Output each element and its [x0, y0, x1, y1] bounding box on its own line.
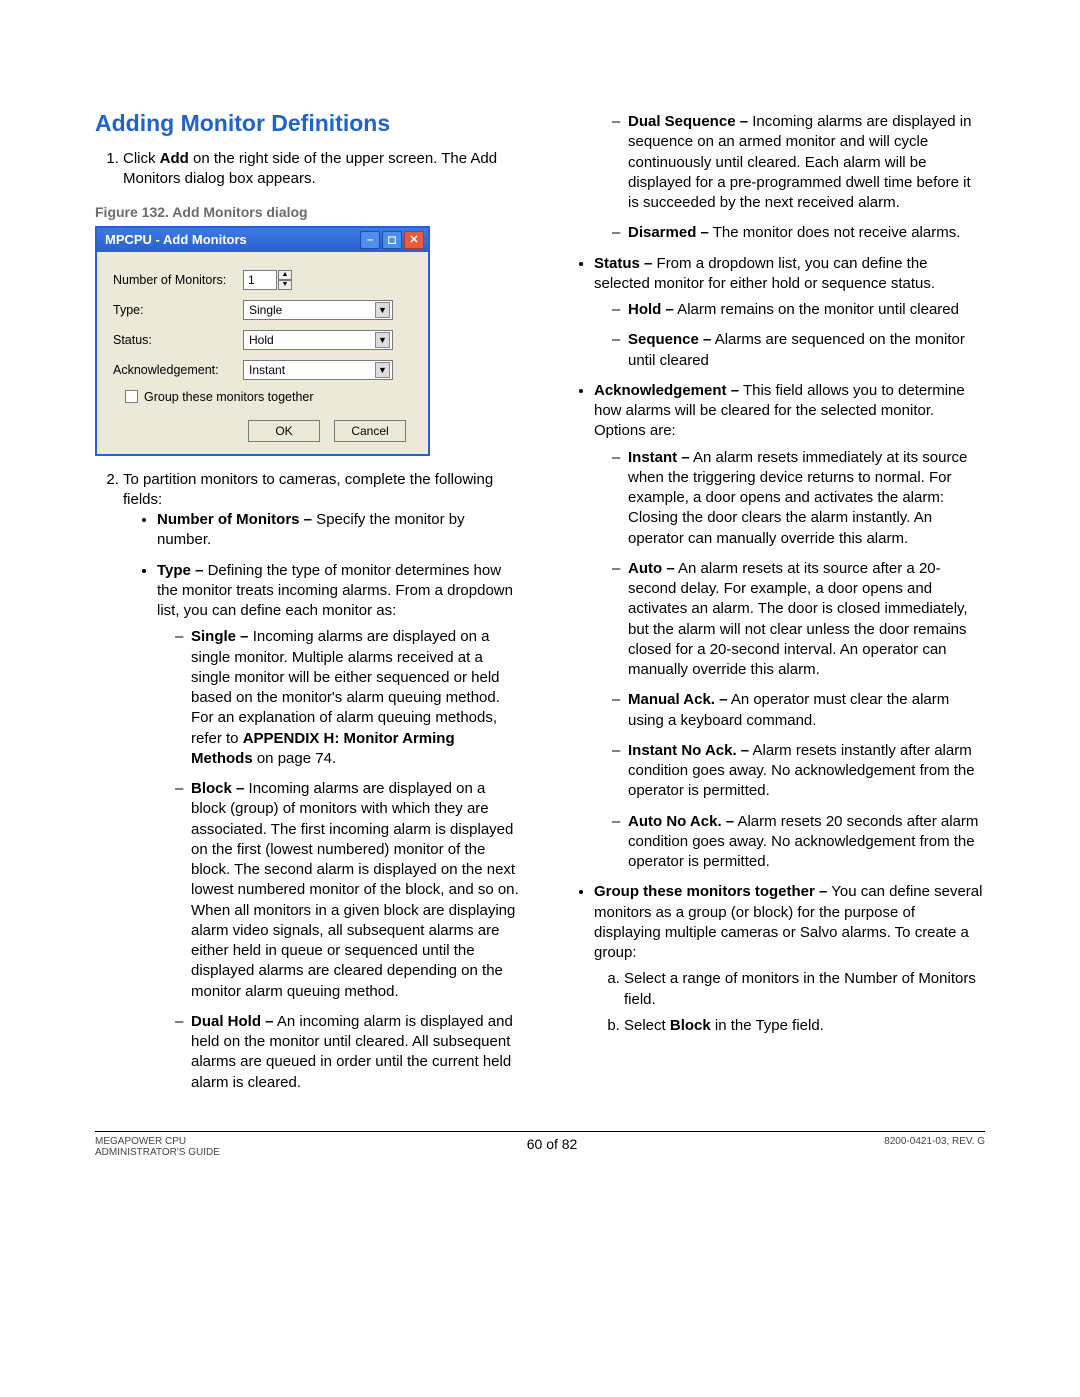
ok-button[interactable]: OK [248, 420, 320, 442]
bullet-status: Status – From a dropdown list, you can d… [594, 254, 985, 371]
figure-caption: Figure 132. Add Monitors dialog [95, 204, 520, 220]
left-column: Adding Monitor Definitions Click Add on … [95, 110, 520, 1107]
cancel-button[interactable]: Cancel [334, 420, 406, 442]
right-column: Dual Sequence – Incoming alarms are disp… [560, 110, 985, 1107]
step-2: To partition monitors to cameras, comple… [123, 470, 520, 1093]
status-select[interactable]: Hold ▼ [243, 330, 393, 350]
ack-select[interactable]: Instant ▼ [243, 360, 393, 380]
sub-hold: Hold – Alarm remains on the monitor unti… [612, 300, 985, 320]
spin-up-icon[interactable]: ▲ [278, 270, 292, 280]
close-icon[interactable]: ✕ [404, 231, 424, 249]
numbered-steps-2: To partition monitors to cameras, comple… [95, 470, 520, 1093]
label-status: Status: [113, 333, 243, 347]
sub-sequence: Sequence – Alarms are sequenced on the m… [612, 330, 985, 371]
dropdown-arrow-icon[interactable]: ▼ [375, 302, 390, 318]
sub-manual-ack: Manual Ack. – An operator must clear the… [612, 690, 985, 731]
label-number-of-monitors: Number of Monitors: [113, 273, 243, 287]
sub-single: Single – Incoming alarms are displayed o… [175, 627, 520, 769]
add-monitors-dialog: MPCPU - Add Monitors – ◻ ✕ Number of Mon… [95, 226, 430, 456]
sub-auto-no-ack: Auto No Ack. – Alarm resets 20 seconds a… [612, 812, 985, 873]
page: Adding Monitor Definitions Click Add on … [0, 0, 1080, 1198]
label-type: Type: [113, 303, 243, 317]
type-select[interactable]: Single ▼ [243, 300, 393, 320]
sub-disarmed: Disarmed – The monitor does not receive … [612, 223, 985, 243]
ack-value: Instant [249, 363, 285, 377]
minimize-icon[interactable]: – [360, 231, 380, 249]
step-b: Select Block in the Type field. [624, 1016, 985, 1036]
sub-instant: Instant – An alarm resets immediately at… [612, 448, 985, 549]
step-1: Click Add on the right side of the upper… [123, 149, 520, 190]
dialog-titlebar: MPCPU - Add Monitors – ◻ ✕ [97, 228, 428, 252]
status-value: Hold [249, 333, 274, 347]
page-footer: MEGAPOWER CPU ADMINISTRATOR'S GUIDE 60 o… [95, 1131, 985, 1158]
sub-auto: Auto – An alarm resets at its source aft… [612, 559, 985, 681]
number-of-monitors-value[interactable]: 1 [243, 270, 277, 290]
maximize-icon[interactable]: ◻ [382, 231, 402, 249]
bullet-ack: Acknowledgement – This field allows you … [594, 381, 985, 873]
dropdown-arrow-icon[interactable]: ▼ [375, 332, 390, 348]
group-checkbox-label: Group these monitors together [144, 390, 314, 404]
type-value: Single [249, 303, 282, 317]
step-a: Select a range of monitors in the Number… [624, 969, 985, 1010]
number-of-monitors-spinner[interactable]: 1 ▲ ▼ [243, 270, 292, 290]
bullet-type: Type – Defining the type of monitor dete… [157, 561, 520, 1093]
section-heading: Adding Monitor Definitions [95, 110, 520, 137]
sub-dual-sequence: Dual Sequence – Incoming alarms are disp… [612, 112, 985, 213]
bullet-number-of-monitors: Number of Monitors – Specify the monitor… [157, 510, 520, 551]
sub-block: Block – Incoming alarms are displayed on… [175, 779, 520, 1002]
footer-left: MEGAPOWER CPU ADMINISTRATOR'S GUIDE [95, 1136, 220, 1158]
footer-page-number: 60 of 82 [527, 1136, 578, 1152]
dialog-title: MPCPU - Add Monitors [105, 232, 247, 247]
sub-instant-no-ack: Instant No Ack. – Alarm resets instantly… [612, 741, 985, 802]
bullet-group: Group these monitors together – You can … [594, 882, 985, 1036]
label-ack: Acknowledgement: [113, 363, 243, 377]
spin-down-icon[interactable]: ▼ [278, 280, 292, 290]
sub-dual-hold: Dual Hold – An incoming alarm is display… [175, 1012, 520, 1093]
group-checkbox[interactable] [125, 390, 138, 403]
footer-right: 8200-0421-03, REV. G [884, 1136, 985, 1147]
dropdown-arrow-icon[interactable]: ▼ [375, 362, 390, 378]
numbered-steps: Click Add on the right side of the upper… [95, 149, 520, 190]
